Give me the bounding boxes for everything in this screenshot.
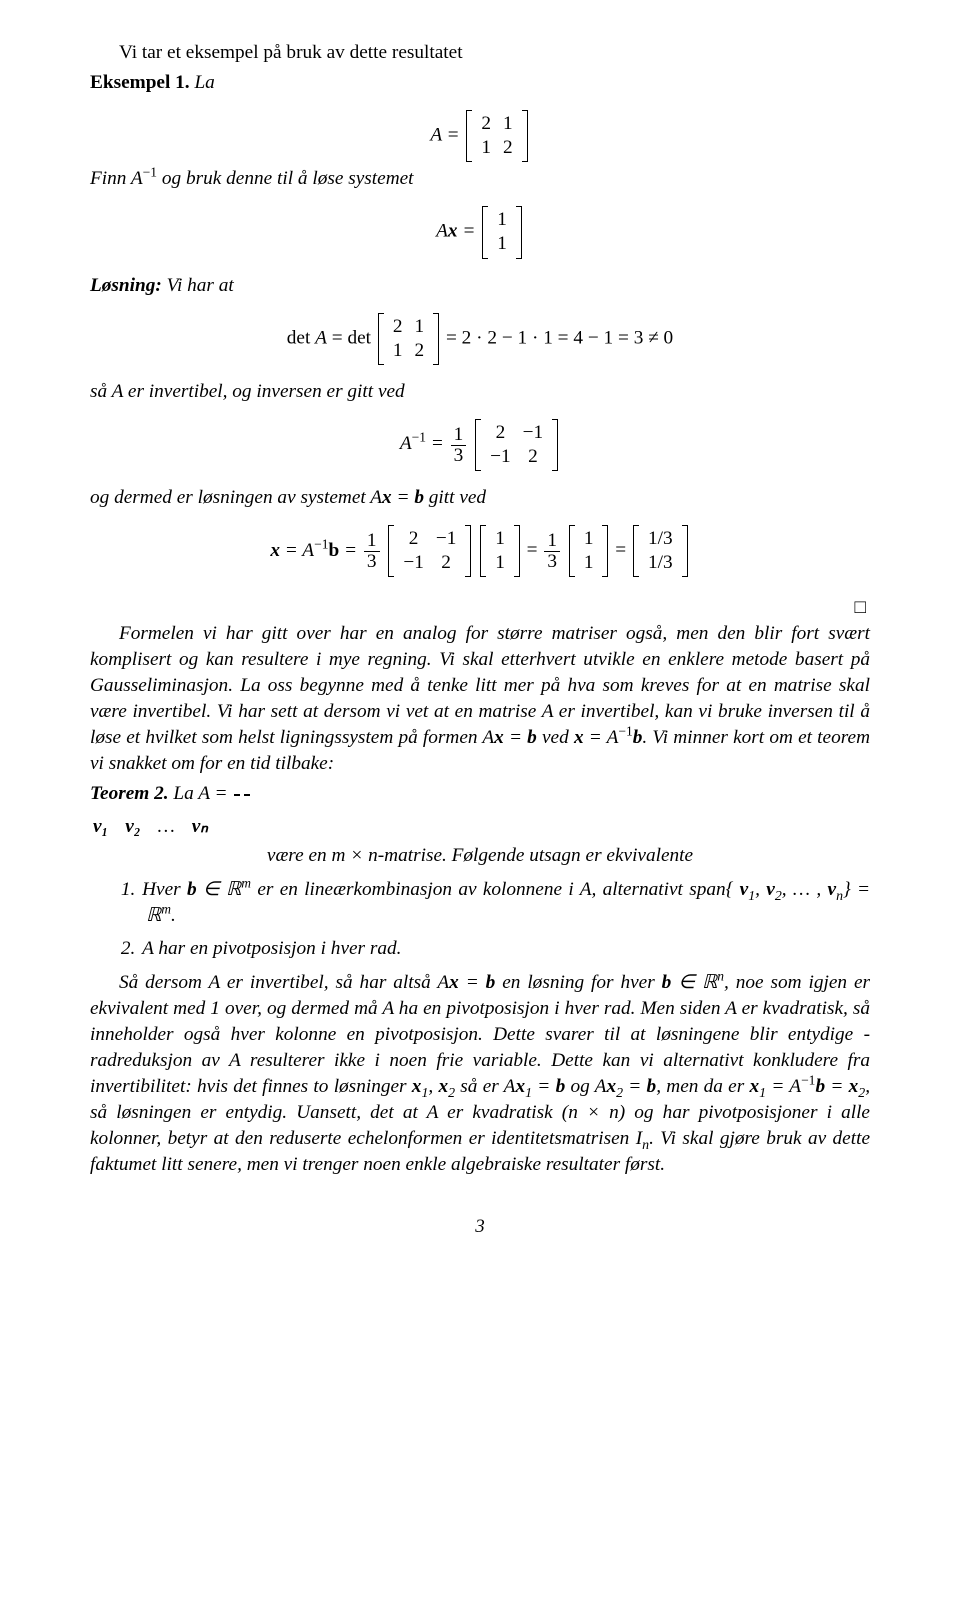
theorem-text-a: La A = — [173, 783, 232, 804]
para-solution: og dermed er løsningen av systemet Ax = … — [90, 485, 870, 511]
matrix-A: 2112 — [466, 110, 527, 162]
vector-11d: 11 — [569, 525, 609, 577]
eq-lhs: Ax = — [436, 221, 475, 242]
theorem-label: Teorem 2. — [90, 783, 169, 804]
page-number: 3 — [90, 1214, 870, 1240]
equation-Ax: Ax = 11 — [90, 206, 870, 258]
matrix-Ainv-b: 2−1−12 — [388, 525, 471, 577]
theorem-text-b: være en m × n-matrise. Følgende utsagn e… — [267, 845, 693, 866]
equation-A: A = 2112 Finn A−1 og bruk denne til å lø… — [90, 110, 870, 1240]
solution-heading: Løsning: Vi har at — [90, 273, 870, 299]
fraction-1-3b: 13 — [364, 531, 380, 571]
para-formelen: Formelen vi har gitt over har en analog … — [90, 621, 870, 777]
para-intro: Vi tar et eksempel på bruk av dette resu… — [90, 40, 870, 66]
list-item-2: 2.A har en pivotposisjon i hver rad. — [121, 936, 870, 962]
vector-11: 11 — [482, 206, 522, 258]
theorem-heading: Teorem 2. La A = — [90, 781, 870, 807]
eq-lhs: A = — [430, 125, 459, 146]
eq-Ainv-lhs: A−1 = — [400, 433, 444, 454]
equation-x: x = A−1b = 13 2−1−12 11 = 13 11 = 1/31/3 — [90, 525, 870, 577]
eq-x-lhs: x = A−1b = — [270, 540, 357, 561]
para-invertible: så A er invertibel, og inversen er gitt … — [90, 379, 870, 405]
matrix-Ainv: 2−1−12 — [475, 419, 558, 471]
theorem-list: 1.Hver b ∈ ℝm er en lineærkombinasjon av… — [121, 877, 870, 961]
document-page: Vi tar et eksempel på bruk av dette resu… — [0, 0, 960, 1294]
para-find: Finn A−1 og bruk denne til å løse system… — [90, 166, 870, 192]
eq-det-b: = 2 · 2 − 1 · 1 = 4 − 1 = 3 ≠ 0 — [446, 327, 673, 348]
vector-1313: 1/31/3 — [633, 525, 688, 577]
example-label: Eksempel 1. — [90, 72, 190, 93]
vector-11c: 11 — [480, 525, 520, 577]
fraction-1-3c: 13 — [544, 531, 560, 571]
list-item-1: 1.Hver b ∈ ℝm er en lineærkombinasjon av… — [121, 877, 870, 929]
row-vectors — [234, 794, 250, 796]
eq-x-eq1: = — [527, 540, 538, 561]
equation-det: det A = det 2112 = 2 · 2 − 1 · 1 = 4 − 1… — [90, 313, 870, 365]
eq-x-eq2: = — [615, 540, 626, 561]
qed-box: □ — [90, 595, 870, 621]
solution-label: Løsning: — [90, 275, 162, 296]
equation-Ainv: A−1 = 13 2−1−12 — [90, 419, 870, 471]
example-la: La — [190, 72, 215, 93]
example-heading: Eksempel 1. La — [90, 70, 870, 96]
eq-det-a: det A = det — [287, 327, 371, 348]
matrix-A-det: 2112 — [378, 313, 439, 365]
solution-rest: Vi har at — [162, 275, 234, 296]
fraction-1-3: 13 — [451, 425, 467, 465]
para-conclusion: Så dersom A er invertibel, så har altså … — [90, 970, 870, 1178]
